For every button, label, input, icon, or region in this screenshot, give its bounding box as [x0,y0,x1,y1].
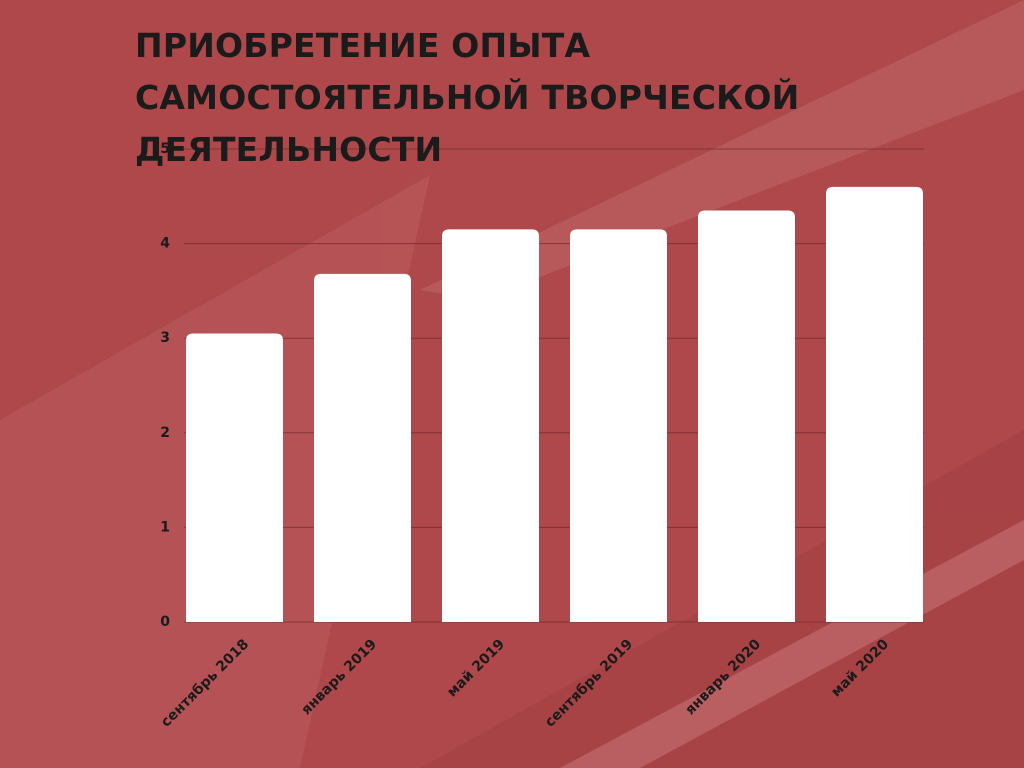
bar [698,210,795,623]
y-tick-label: 0 [160,614,170,630]
y-tick-label: 3 [160,330,170,346]
chart-title: ПРИОБРЕТЕНИЕ ОПЫТА САМОСТОЯТЕЛЬНОЙ ТВОРЧ… [135,26,800,169]
bar [570,229,667,622]
bar [314,273,411,622]
bar [186,333,283,622]
bar [442,229,539,622]
y-tick-label: 5 [160,141,170,157]
y-tick-label: 1 [160,519,170,535]
y-tick-label: 4 [160,236,170,252]
y-tick-label: 2 [160,425,170,441]
x-tick-label: май 2019 [444,636,508,700]
bar [826,186,923,622]
